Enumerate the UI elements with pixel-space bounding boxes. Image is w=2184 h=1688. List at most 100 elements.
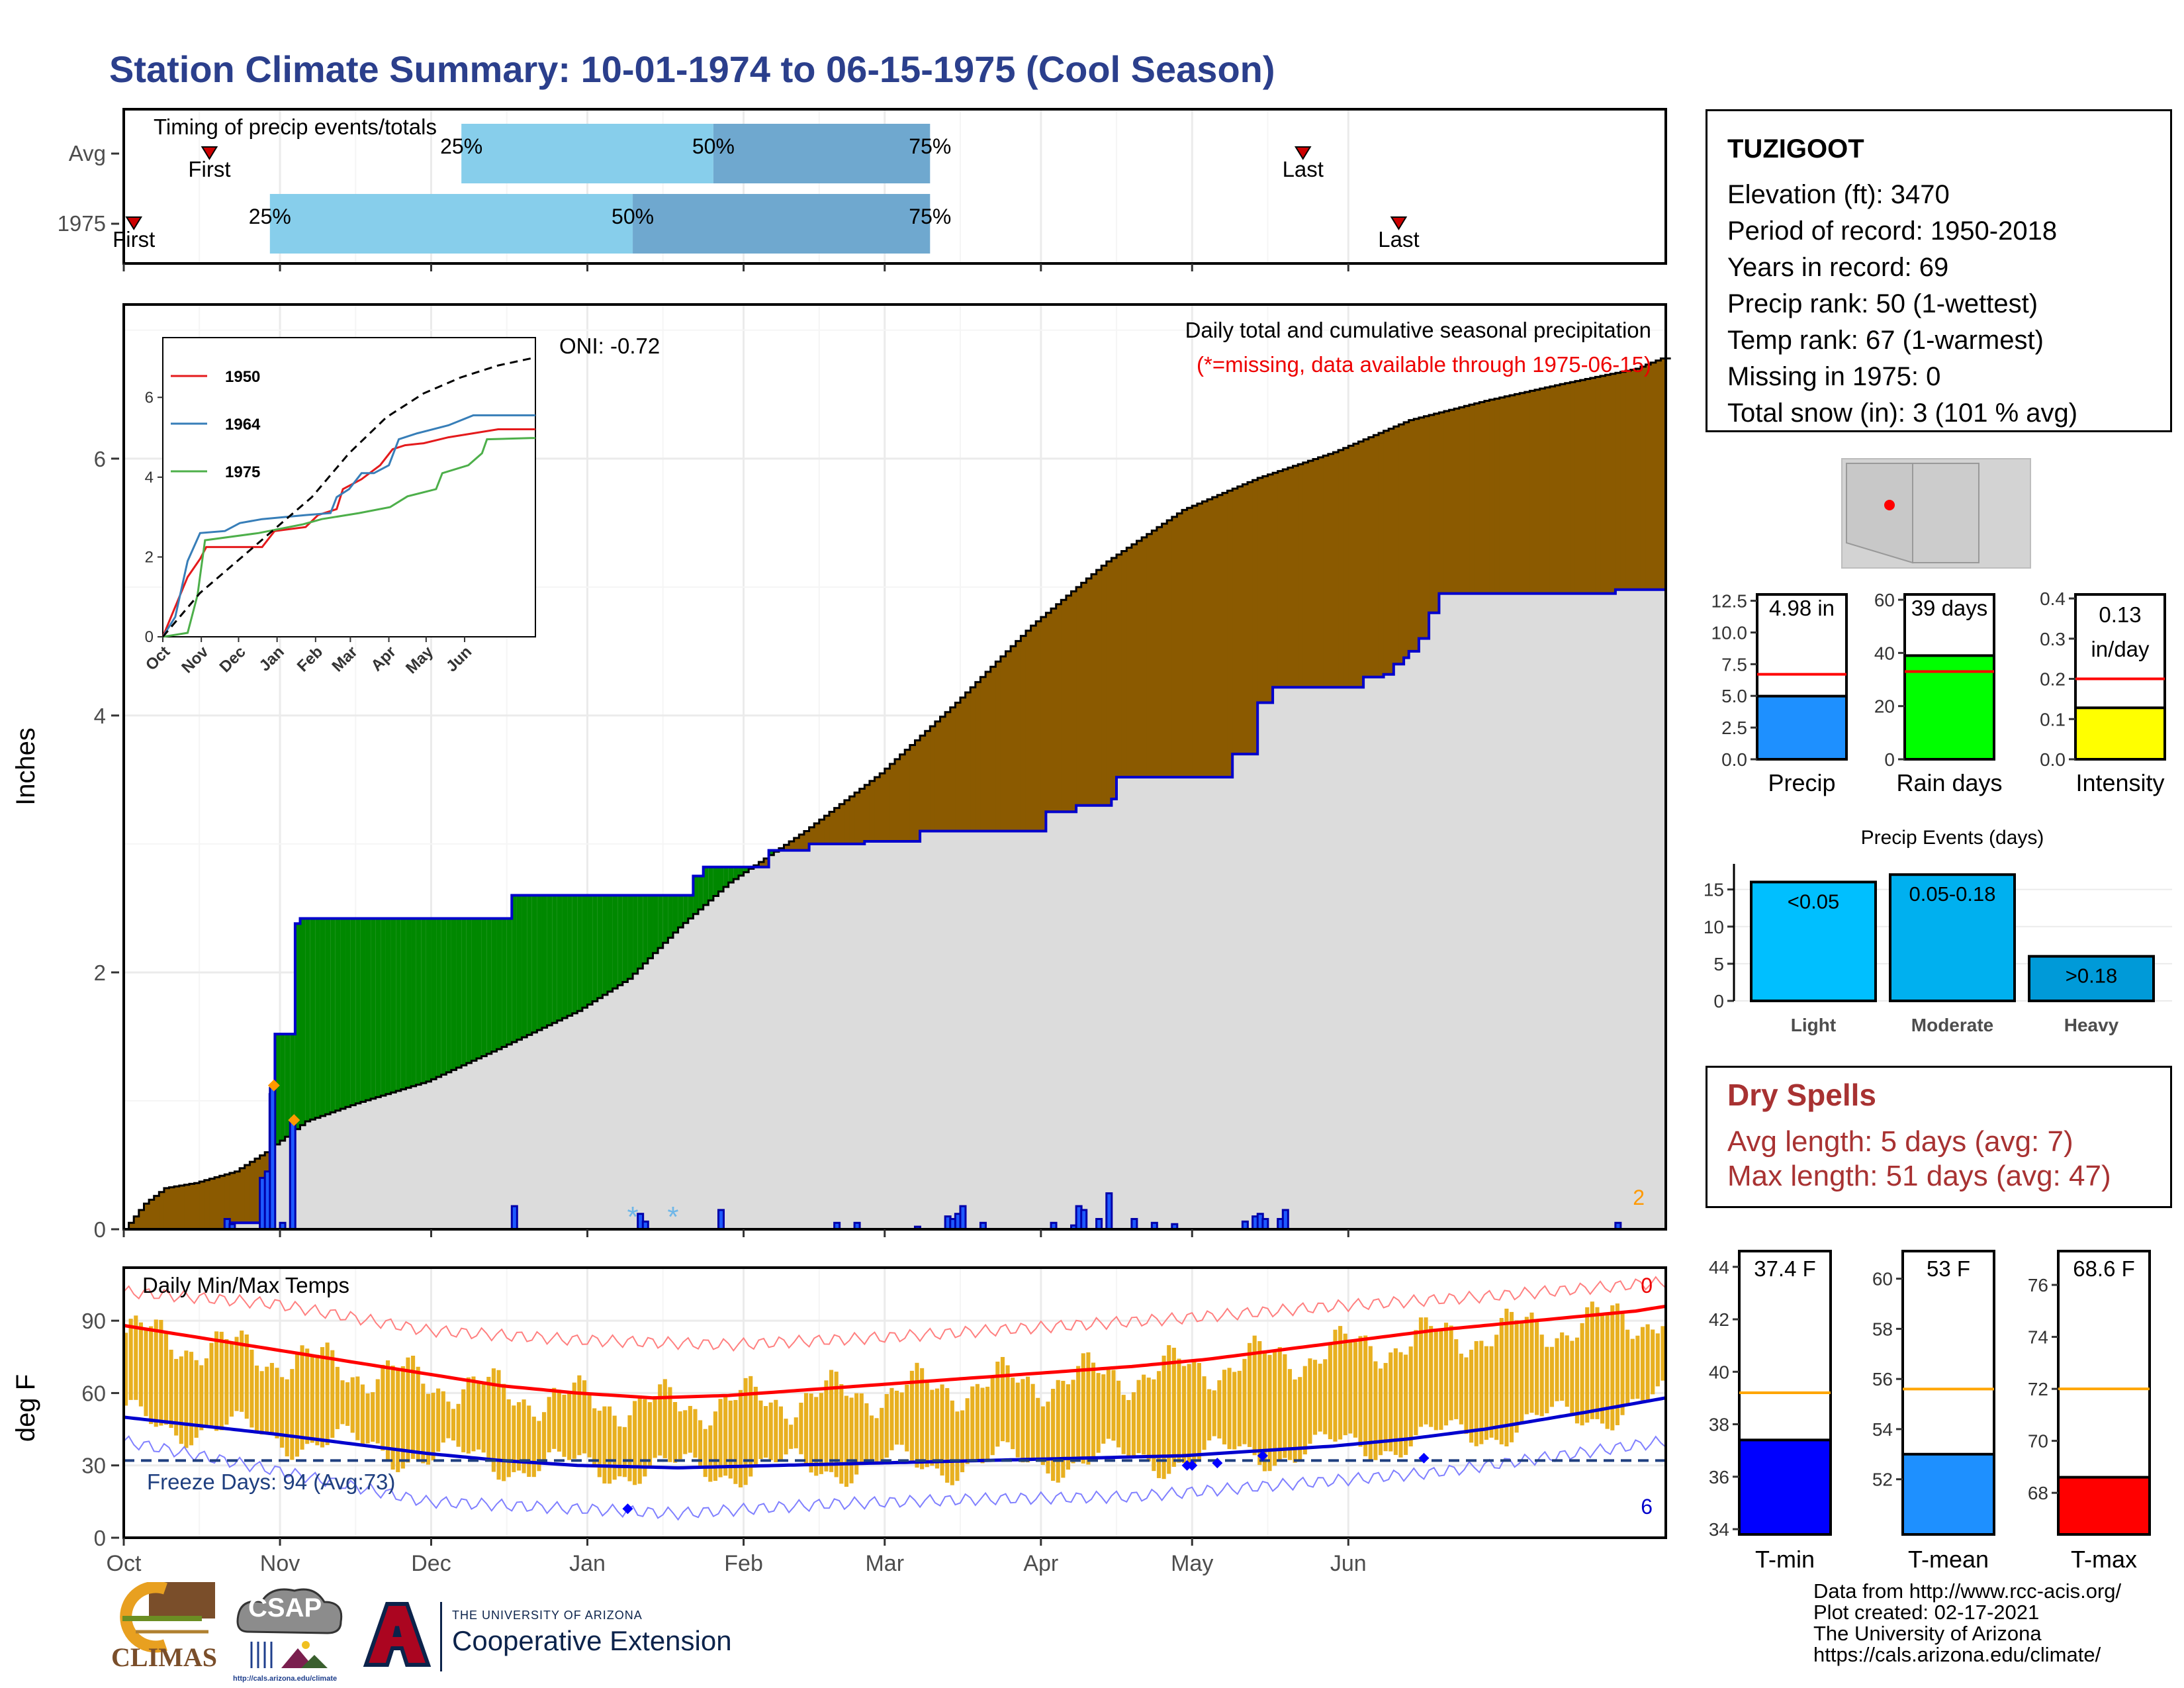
temps-daily-bar [1625, 1329, 1630, 1405]
precip-deficit-area [1383, 430, 1389, 675]
precip-current-area [864, 841, 870, 1229]
temps-daily-bar [1595, 1307, 1600, 1419]
precip-deficit-area [1096, 569, 1102, 806]
dry-spells-title: Dry Spells [1727, 1078, 1876, 1112]
temps-daily-bar [1570, 1340, 1574, 1417]
precip-current-area [839, 843, 845, 1229]
timing-last-label: Last [1283, 157, 1324, 181]
timing-title: Timing of precip events/totals [154, 115, 437, 139]
precip-deficit-area [1363, 439, 1369, 677]
precip-current-area [1539, 593, 1545, 1229]
precip-deficit-area [803, 831, 810, 851]
timing-first-label: First [188, 157, 230, 181]
temps-daily-bar [1312, 1360, 1318, 1435]
temps-daily-bar [1202, 1376, 1206, 1450]
temps-daily-bar [244, 1334, 249, 1419]
timing-q25-label: 25% [440, 134, 482, 158]
temps-daily-bar [1454, 1339, 1459, 1419]
precip-ytick-label: 2 [94, 961, 106, 985]
temp-summary-0-ytick-label: 36 [1709, 1467, 1729, 1487]
precip-current-area [728, 867, 734, 1229]
precip-surplus-area [582, 895, 588, 1008]
temps-daily-bar [1005, 1365, 1010, 1442]
precip-deficit-area [799, 834, 805, 851]
precip-current-area [1277, 687, 1283, 1229]
precip-deficit-area [1343, 447, 1349, 688]
precip-surplus-area [693, 876, 699, 914]
precip-deficit-area [250, 1162, 255, 1223]
precip-surplus-area [557, 895, 563, 1021]
precip-deficit-area [869, 780, 876, 842]
temps-daily-bar [965, 1398, 970, 1464]
precip-deficit-area [194, 1183, 200, 1229]
precip-current-area [668, 895, 674, 1229]
precip-surplus-area [713, 867, 719, 896]
temps-panel-frame [122, 1266, 1667, 1539]
precip-current-area [1398, 664, 1404, 1229]
precip-deficit-area [1464, 406, 1470, 594]
precip-surplus-area [385, 918, 392, 1094]
precip-current-area [1605, 593, 1611, 1229]
precip-deficit-area [1509, 395, 1516, 594]
precip-deficit-area [1081, 583, 1087, 806]
precip-current-area [240, 1223, 246, 1229]
precip-surplus-area [662, 895, 668, 943]
precip-deficit-area [1242, 484, 1248, 755]
temps-daily-bar [199, 1365, 204, 1430]
precip-surplus-area [602, 895, 608, 995]
precip-deficit-area [1187, 508, 1193, 778]
inset-xtick-label: Oct [142, 643, 173, 674]
temp-summary-0-bar [1738, 1438, 1832, 1536]
precip-current-area [965, 831, 971, 1229]
precip-deficit-area [1338, 449, 1344, 688]
precip-current-area [1414, 651, 1420, 1229]
precip-current-area [234, 1223, 240, 1229]
precip-current-area [940, 831, 946, 1229]
precip-missing-count: 2 [1633, 1186, 1645, 1209]
precip-surplus-area [325, 918, 331, 1115]
precip-current-cumulative-line [124, 588, 1666, 1231]
temps-daily-bar [819, 1393, 823, 1474]
precip-surplus-area [330, 918, 336, 1113]
precip-summary-1-ytick-label: 20 [1874, 696, 1895, 717]
temps-daily-bar [527, 1405, 531, 1477]
temps-daily-bar [350, 1377, 355, 1433]
temps-daily-bar [658, 1384, 662, 1456]
temps-count-bottom: 6 [1641, 1495, 1653, 1519]
precip-current-area [1388, 674, 1394, 1229]
temps-daily-bar [602, 1406, 607, 1484]
precip-current-area [1408, 651, 1414, 1229]
precip-deficit-area [1066, 595, 1072, 812]
precip-current-area [1651, 589, 1657, 1229]
temps-daily-bar [144, 1329, 148, 1417]
precip-current-area [1459, 593, 1465, 1229]
precip-surplus-area [502, 918, 508, 1047]
temps-daily-bar [562, 1394, 567, 1457]
temps-daily-bar [990, 1376, 995, 1456]
station-name: TUZIGOOT [1727, 134, 1864, 164]
temps-daily-bar [1499, 1318, 1504, 1444]
precip-summary-0-label: Precip [1768, 769, 1835, 796]
precip-deficit-area [159, 1192, 165, 1229]
precip-deficit-area [1202, 501, 1208, 778]
temps-daily-bar [1232, 1372, 1237, 1450]
precip-current-area [461, 918, 467, 1229]
precip-current-area [1302, 687, 1308, 1229]
precip-current-area [552, 895, 558, 1229]
credit-data-source: Data from http://www.rcc-acis.org/ [1813, 1579, 2122, 1603]
temps-daily-bar [219, 1331, 224, 1430]
temps-daily-bar [884, 1393, 889, 1458]
precip-deficit-area [1565, 383, 1570, 594]
precip-current-area [925, 831, 931, 1229]
precip-surplus-area [350, 918, 356, 1105]
precip-current-area [1590, 593, 1596, 1229]
temps-daily-bar [985, 1386, 990, 1462]
precip-current-area [1308, 687, 1314, 1229]
temps-daily-bar [552, 1387, 557, 1449]
temps-title: Daily Min/Max Temps [142, 1273, 349, 1297]
temps-daily-bar [1605, 1312, 1610, 1429]
precip-surplus-area [477, 918, 482, 1058]
temps-daily-bar [300, 1345, 304, 1450]
precip-current-area [1454, 593, 1460, 1229]
precip-deficit-area [1328, 453, 1334, 688]
